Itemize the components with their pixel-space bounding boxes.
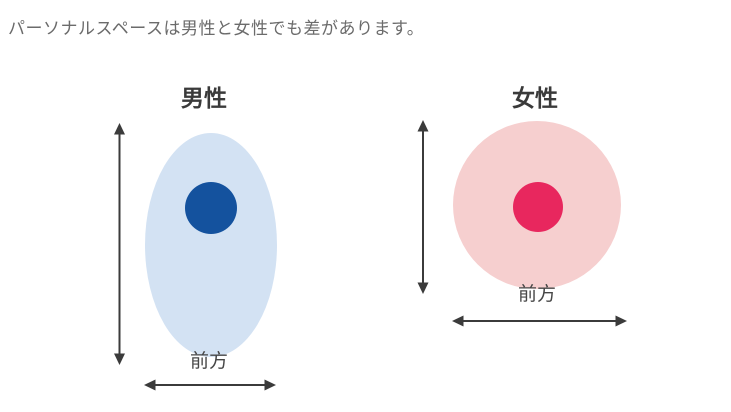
male-title: 男性 bbox=[181, 85, 227, 111]
male-front-label: 前方 bbox=[190, 350, 228, 372]
female-title: 女性 bbox=[512, 85, 558, 111]
female-vertical-extent-arrow bbox=[417, 120, 429, 294]
caption: パーソナルスペースは男性と女性でも差があります。 bbox=[8, 19, 425, 38]
male-person-dot bbox=[185, 182, 237, 234]
arrow-head-down-icon bbox=[114, 353, 125, 365]
female-front-label: 前方 bbox=[518, 283, 556, 305]
female-person-dot bbox=[513, 182, 563, 232]
arrow-head-right-icon bbox=[264, 379, 276, 391]
female-horizontal-extent-arrow bbox=[452, 315, 627, 327]
arrow-head-left-icon bbox=[452, 315, 464, 327]
arrow-head-up-icon bbox=[114, 123, 125, 135]
arrow-head-left-icon bbox=[144, 379, 156, 391]
arrow-head-right-icon bbox=[615, 315, 627, 327]
arrow-head-up-icon bbox=[417, 120, 429, 132]
arrow-head-down-icon bbox=[417, 282, 429, 294]
male-vertical-extent-arrow bbox=[114, 123, 125, 365]
male-personal-space-ellipse bbox=[145, 133, 277, 357]
male-horizontal-extent-arrow bbox=[144, 379, 276, 391]
